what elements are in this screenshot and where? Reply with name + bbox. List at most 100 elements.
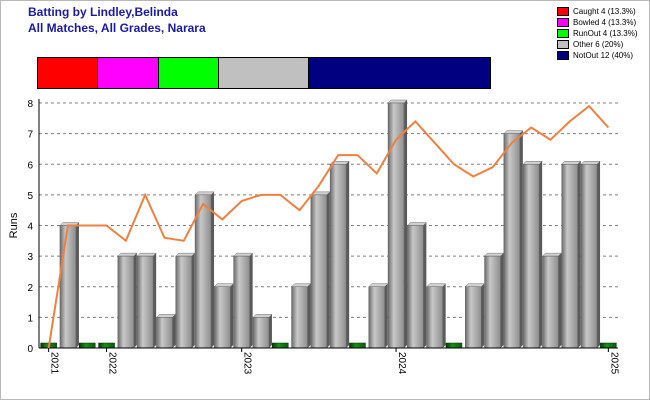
bar-side — [133, 253, 137, 348]
stack-segment-other — [218, 58, 310, 88]
bar-side — [346, 161, 350, 348]
bar-side — [519, 130, 523, 348]
bar — [329, 164, 347, 349]
y-tick-label: 4 — [27, 222, 33, 233]
legend-swatch-other — [557, 40, 569, 50]
bar-top — [426, 283, 447, 287]
bar-top — [580, 161, 601, 165]
bar-side — [75, 222, 79, 348]
bar-side — [211, 191, 215, 348]
bar-zero — [600, 342, 617, 349]
x-tick-label: 2024 — [396, 352, 407, 375]
bar-top — [194, 191, 215, 196]
legend-item-runout: RunOut 4 (13.3%) — [557, 29, 637, 40]
bar — [484, 255, 501, 349]
bar-top — [155, 314, 177, 318]
y-tick-label: 7 — [27, 130, 33, 141]
bar-top — [213, 283, 234, 287]
bar-top — [561, 161, 582, 165]
bar — [252, 317, 270, 349]
bar-side — [384, 283, 388, 348]
bar — [291, 286, 308, 349]
bar-side — [500, 253, 504, 348]
stack-segment-runout — [158, 58, 219, 88]
tick-labels: 0 1 2 3 4 5 6 7 8 2021 2022 2023 2024 2025 — [27, 99, 619, 375]
bar-top — [464, 283, 485, 287]
bar-side — [249, 253, 253, 348]
legend: Caught 4 (13.3%) Bowled 4 (13.3%) RunOut… — [557, 7, 637, 62]
bar-top — [541, 252, 563, 257]
bar — [503, 133, 521, 349]
bar-top — [233, 252, 254, 257]
bar — [522, 164, 540, 349]
bar-zero — [272, 342, 289, 349]
y-tick-label: 2 — [27, 283, 33, 294]
bar-top — [175, 252, 196, 257]
x-tick-label: 2023 — [242, 352, 253, 375]
legend-swatch-bowled — [557, 18, 569, 28]
bar — [117, 255, 135, 349]
bar-side — [172, 314, 176, 348]
stack-segment-bowled — [98, 58, 159, 88]
bar-side — [577, 161, 581, 348]
bar-side — [153, 253, 157, 348]
bar — [156, 317, 173, 349]
bar — [542, 255, 559, 349]
y-tick-label: 6 — [27, 160, 33, 171]
bar-zero — [445, 342, 463, 349]
bar — [310, 194, 328, 349]
legend-item-other: Other 6 (20%) — [557, 40, 637, 51]
bar-side — [307, 283, 311, 348]
bar — [561, 164, 578, 349]
legend-label-caught: Caught 4 (13.3%) — [573, 7, 636, 16]
chart-subtitle: All Matches, All Grades, Narara — [28, 21, 206, 35]
bar — [465, 286, 482, 349]
bar-side — [442, 283, 446, 348]
bar-side — [539, 161, 543, 348]
bar-top — [117, 252, 138, 257]
bar-side — [481, 283, 485, 348]
bar — [136, 255, 154, 349]
bar — [368, 286, 385, 349]
bar-top — [387, 99, 408, 104]
bar — [407, 225, 424, 349]
bar-zero — [98, 342, 115, 349]
stack-segment-caught — [38, 58, 99, 88]
x-tick-label: 2025 — [608, 352, 619, 375]
legend-item-notout: NotOut 12 (40%) — [557, 51, 637, 62]
y-tick-label: 8 — [27, 99, 33, 110]
bar-top — [136, 252, 157, 257]
legend-item-caught: Caught 4 (13.3%) — [557, 7, 637, 18]
bar — [194, 194, 212, 349]
bar-top — [483, 252, 505, 257]
bar — [59, 225, 77, 349]
bar-side — [230, 283, 234, 348]
bar-zero — [349, 342, 366, 349]
axes — [38, 99, 618, 352]
legend-label-other: Other 6 (20%) — [573, 40, 624, 49]
bar — [426, 286, 443, 349]
bar-top — [252, 314, 273, 318]
bar-side — [268, 314, 272, 348]
bar — [580, 164, 598, 349]
trend — [47, 104, 610, 349]
legend-swatch-runout — [557, 29, 569, 39]
bar-top — [368, 283, 389, 287]
legend-label-runout: RunOut 4 (13.3%) — [573, 29, 638, 38]
bar-side — [191, 253, 195, 348]
y-tick-label: 0 — [27, 344, 33, 355]
bar-top — [406, 222, 427, 226]
bar-side — [423, 222, 427, 348]
stack-segment-notout — [309, 58, 490, 88]
trend-line — [47, 104, 610, 349]
legend-swatch-caught — [557, 7, 569, 17]
legend-label-bowled: Bowled 4 (13.3%) — [573, 18, 637, 27]
y-tick-label: 3 — [27, 252, 33, 263]
bar-top — [522, 161, 543, 165]
chart-title: Batting by Lindley,Belinda — [28, 5, 178, 19]
bar — [233, 255, 250, 349]
bar-side — [404, 100, 408, 348]
y-axis-title: Runs — [8, 212, 20, 238]
